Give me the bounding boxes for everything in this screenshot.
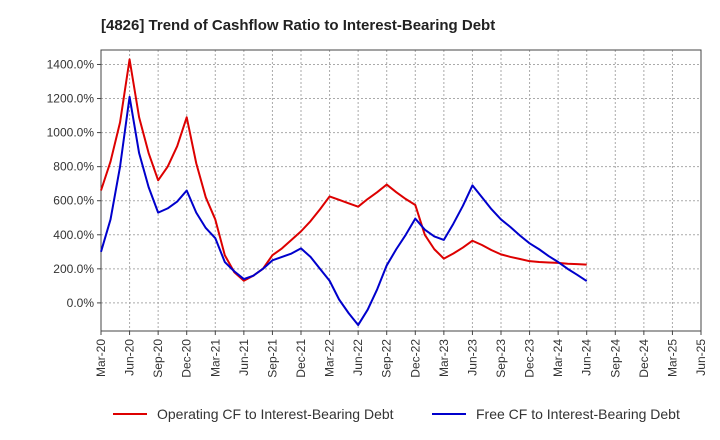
x-tick-label: Mar-23 <box>437 339 451 377</box>
legend-label: Free CF to Interest-Bearing Debt <box>476 406 680 422</box>
x-tick-label: Jun-20 <box>123 339 137 376</box>
x-tick-label: Mar-22 <box>323 339 337 377</box>
x-tick-label: Jun-24 <box>580 339 594 376</box>
y-tick-label: 0.0% <box>67 296 95 310</box>
grid <box>100 50 702 331</box>
series-line-free-cf <box>100 95 588 327</box>
series-layer <box>100 58 588 327</box>
x-tick-label: Mar-20 <box>94 339 108 377</box>
x-tick-label: Dec-22 <box>408 339 422 378</box>
x-tick-label: Sep-22 <box>380 339 394 378</box>
x-tick-label: Sep-20 <box>151 339 165 378</box>
x-tick-label: Mar-25 <box>665 339 679 377</box>
y-tick-label: 400.0% <box>53 228 94 242</box>
y-tick-label: 600.0% <box>53 194 94 208</box>
x-tick-label: Jun-25 <box>694 339 708 376</box>
x-tick-label: Jun-21 <box>237 339 251 376</box>
plot-area <box>100 49 702 332</box>
x-axis: Mar-20 Jun-20 Sep-20 Dec-20 Mar-21 Jun-21 Sep-… <box>94 331 708 378</box>
legend: Operating CF to Interest-Bearing Debt Fre… <box>113 406 680 422</box>
x-tick-label: Sep-21 <box>265 339 279 378</box>
legend-label: Operating CF to Interest-Bearing Debt <box>157 406 394 422</box>
y-tick-label: 1400.0% <box>47 57 95 71</box>
x-tick-label: Dec-23 <box>523 339 537 378</box>
chart-title: [4826] Trend of Cashflow Ratio to Intere… <box>101 17 495 34</box>
x-tick-label: Dec-20 <box>180 339 194 378</box>
x-tick-label: Dec-24 <box>637 339 651 378</box>
series-line-operating-cf <box>100 58 587 282</box>
x-tick-label: Sep-23 <box>494 339 508 378</box>
x-tick-label: Dec-21 <box>294 339 308 378</box>
y-axis: 0.0% 200.0% 400.0% 600.0% 800.0% 1000.0% 1200.… <box>47 57 101 310</box>
y-tick-label: 1000.0% <box>47 126 95 140</box>
y-tick-label: 800.0% <box>53 160 94 174</box>
x-tick-label: Sep-24 <box>608 339 622 378</box>
x-tick-label: Jun-23 <box>465 339 479 376</box>
x-tick-label: Jun-22 <box>351 339 365 376</box>
y-tick-label: 200.0% <box>53 262 94 276</box>
x-tick-label: Mar-21 <box>208 339 222 377</box>
y-tick-label: 1200.0% <box>47 92 95 106</box>
x-tick-label: Mar-24 <box>551 339 565 377</box>
